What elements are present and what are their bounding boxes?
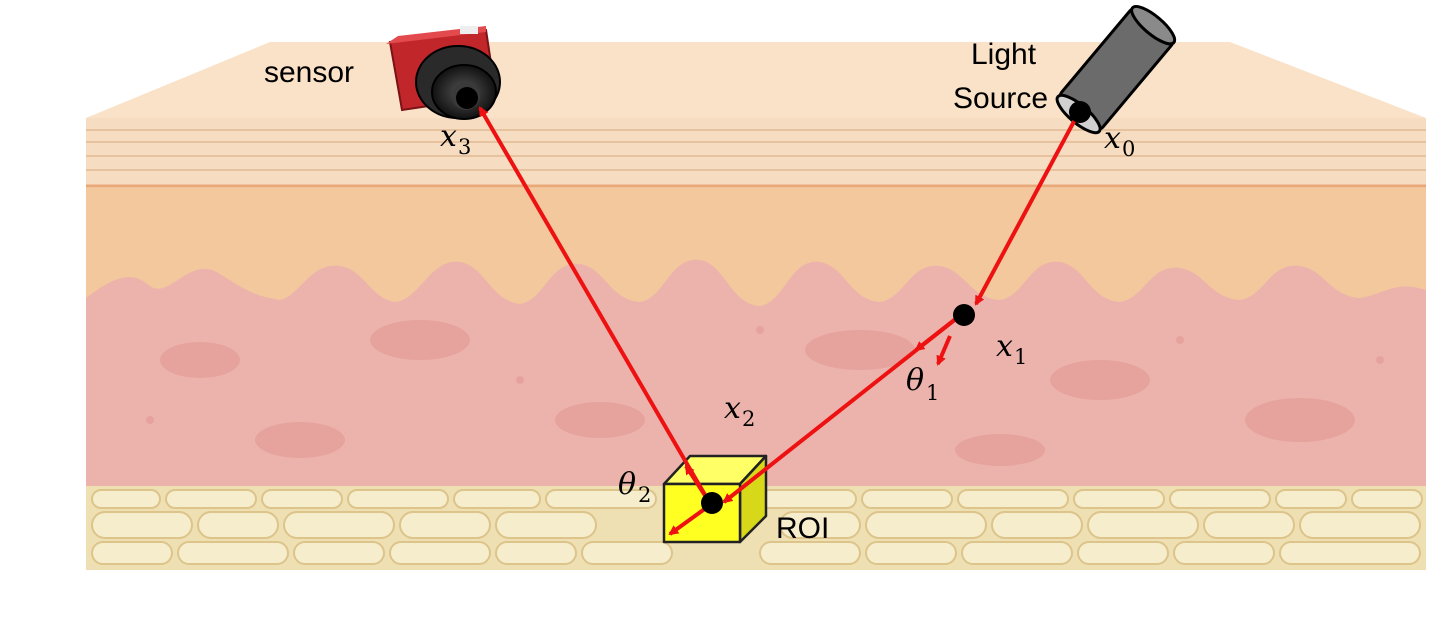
light-source-label-line2: Source — [953, 82, 1048, 115]
epidermis-layer — [86, 118, 1426, 190]
label-x2: x 2 — [724, 391, 755, 431]
sensor-label: sensor — [264, 56, 354, 89]
label-x0: x 0 — [1104, 121, 1135, 161]
label-theta2: θ 2 — [618, 467, 651, 507]
light-source-cap — [1130, 4, 1177, 46]
skin-tissue — [86, 42, 1426, 570]
camera-sensor — [386, 26, 501, 120]
label-theta1: θ 1 — [906, 363, 939, 405]
svg-text:2: 2 — [742, 407, 755, 431]
fat-cells — [91, 489, 1423, 565]
roi-label: ROI — [776, 512, 829, 545]
svg-text:0: 0 — [1122, 137, 1135, 161]
light-source-label-line1: Light — [971, 38, 1037, 71]
svg-text:θ: θ — [618, 467, 636, 502]
point-x3 — [456, 87, 478, 109]
dermis-layer — [86, 259, 1426, 492]
label-x1: x 1 — [996, 329, 1027, 369]
dermis-spots — [146, 320, 1384, 466]
svg-text:1: 1 — [1014, 345, 1027, 369]
point-x1 — [953, 304, 975, 326]
point-x2 — [701, 492, 723, 514]
svg-text:1: 1 — [926, 381, 939, 405]
svg-text:x: x — [1104, 121, 1121, 156]
label-x3: x 3 — [440, 119, 471, 159]
upper-dermis-layer — [86, 188, 1426, 308]
epidermis-lines — [86, 129, 1426, 188]
ray-x2-midarrow — [684, 464, 710, 502]
svg-text:3: 3 — [458, 135, 471, 159]
svg-text:x: x — [996, 329, 1013, 364]
theta1-direction-arrow — [936, 335, 952, 366]
camera-flash — [460, 26, 478, 34]
svg-text:x: x — [724, 391, 741, 426]
svg-text:2: 2 — [638, 483, 651, 507]
ray-x2-to-x3 — [478, 106, 710, 502]
svg-text:θ: θ — [906, 363, 924, 398]
point-x0 — [1069, 101, 1091, 123]
ray-x0-to-x1 — [974, 113, 1080, 306]
theta2-direction-arrow — [668, 506, 708, 536]
svg-text:x: x — [440, 119, 457, 154]
light-rays — [478, 106, 1080, 536]
path-vertices — [456, 87, 1091, 514]
